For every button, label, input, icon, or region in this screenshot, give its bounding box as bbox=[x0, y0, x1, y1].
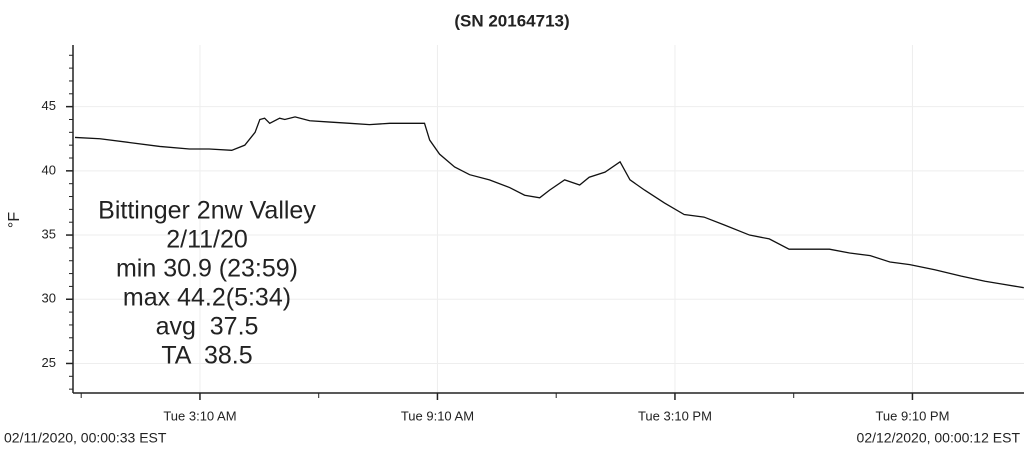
end-time: 02/12/2020, 00:00:12 EST bbox=[857, 430, 1021, 446]
annotation-line: min 30.9 (23:59) bbox=[116, 255, 298, 283]
x-tick-label: Tue 3:10 PM bbox=[638, 408, 712, 423]
start-time: 02/11/2020, 00:00:33 EST bbox=[4, 430, 167, 446]
chart-title: (SN 20164713) bbox=[454, 11, 569, 30]
data-line bbox=[74, 116, 1024, 289]
annotation-line: Bittinger 2nw Valley bbox=[98, 197, 316, 225]
y-tick-label: 30 bbox=[42, 291, 56, 306]
y-axis-label: °F bbox=[6, 212, 23, 228]
annotation-line: avg 37.5 bbox=[156, 313, 259, 341]
y-tick-label: 40 bbox=[42, 162, 56, 177]
annotation-line: TA 38.5 bbox=[161, 342, 252, 370]
annotation-line: max 44.2(5:34) bbox=[123, 284, 291, 312]
x-tick-label: Tue 3:10 AM bbox=[163, 408, 236, 423]
x-tick-label: Tue 9:10 AM bbox=[401, 408, 474, 423]
y-tick-label: 45 bbox=[42, 98, 56, 113]
annotation-line: 2/11/20 bbox=[166, 226, 248, 254]
y-tick-label: 35 bbox=[42, 226, 56, 241]
y-tick-label: 25 bbox=[42, 355, 56, 370]
x-tick-label: Tue 9:10 PM bbox=[875, 408, 949, 423]
